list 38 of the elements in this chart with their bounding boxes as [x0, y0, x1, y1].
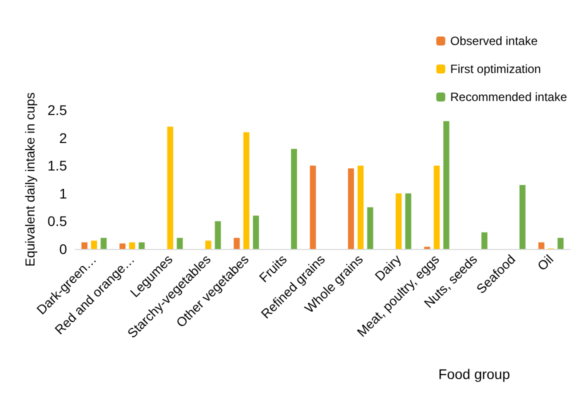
x-axis-title: Food group: [438, 366, 510, 382]
bar: [348, 168, 354, 249]
bar: [538, 242, 544, 249]
bar: [129, 242, 136, 249]
bar: [167, 126, 174, 249]
bar: [481, 232, 488, 249]
bar: [176, 238, 183, 249]
bar: [358, 166, 364, 249]
y-tick-label: 2: [59, 130, 68, 146]
y-tick-label: 1: [59, 185, 68, 202]
bar: [310, 166, 316, 249]
y-axis-title: Equivalent daily intake in cups: [22, 92, 38, 267]
y-tick-label: 2.5: [48, 102, 68, 118]
bar: [443, 121, 450, 249]
bar: [519, 185, 526, 249]
bar: [252, 216, 259, 249]
y-tick-label: 1.5: [48, 158, 68, 174]
bar: [214, 221, 221, 249]
bar: [138, 242, 145, 249]
bar: [243, 132, 250, 249]
legend-label: Observed intake: [450, 34, 538, 48]
bar: [81, 242, 88, 249]
bar: [396, 193, 402, 249]
bar: [558, 238, 564, 249]
legend-label: Recommended intake: [450, 90, 568, 104]
x-tick-label: Oil: [534, 252, 556, 274]
legend-label: First optimization: [450, 62, 541, 76]
bar: [100, 238, 107, 249]
bar: [234, 238, 240, 249]
bar: [434, 166, 440, 249]
bar: [405, 193, 412, 249]
bar: [291, 148, 298, 249]
bar: [91, 240, 98, 249]
y-tick-label: 0.5: [48, 213, 68, 230]
y-tick-label: 0: [59, 241, 68, 257]
bar: [205, 240, 212, 249]
bar: [120, 243, 126, 249]
bar: [367, 207, 374, 249]
